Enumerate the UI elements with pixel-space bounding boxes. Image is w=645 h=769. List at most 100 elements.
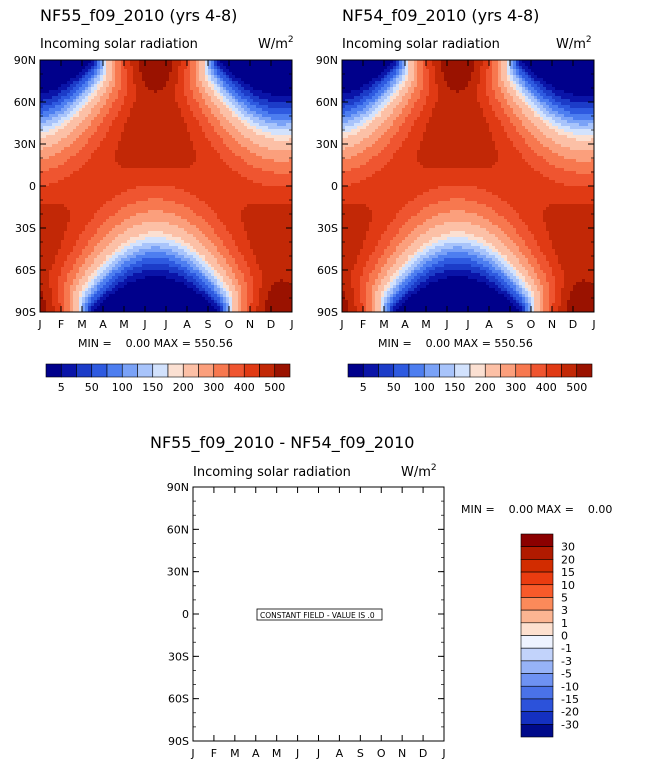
field-cell [169, 306, 173, 310]
field-cell [100, 168, 104, 172]
field-cell [199, 174, 203, 178]
field-cell [208, 282, 212, 286]
field-cell [106, 213, 110, 217]
field-cell [46, 204, 50, 208]
field-cell [160, 66, 164, 70]
field-cell [211, 192, 215, 196]
field-cell [103, 135, 107, 139]
field-cell [190, 111, 194, 115]
field-cell [106, 105, 110, 109]
field-cell [115, 273, 119, 277]
field-cell [73, 237, 77, 241]
field-cell [196, 270, 200, 274]
field-cell [76, 285, 80, 289]
field-cell [136, 192, 140, 196]
field-cell [187, 144, 191, 148]
field-cell [91, 90, 95, 94]
field-cell [175, 111, 179, 115]
field-cell [133, 96, 137, 100]
field-cell [139, 210, 143, 214]
field-cell [193, 153, 197, 157]
field-cell [202, 93, 206, 97]
field-cell [61, 303, 65, 307]
field-cell [151, 114, 155, 118]
field-cell [190, 156, 194, 160]
field-cell [115, 174, 119, 178]
field-cell [127, 219, 131, 223]
field-cell [124, 99, 128, 103]
field-cell [70, 60, 74, 64]
field-cell [82, 66, 86, 70]
field-cell [58, 261, 62, 265]
field-cell [205, 246, 209, 250]
field-cell [58, 156, 62, 160]
field-cell [181, 81, 185, 85]
field-cell [85, 111, 89, 115]
field-cell [181, 144, 185, 148]
field-cell [85, 291, 89, 295]
field-cell [193, 234, 197, 238]
field-cell [118, 132, 122, 136]
field-cell [169, 159, 173, 163]
field-cell [184, 276, 188, 280]
field-cell [178, 171, 182, 175]
field-cell [193, 279, 197, 283]
field-cell [157, 192, 161, 196]
field-cell [94, 99, 98, 103]
field-cell [46, 207, 50, 211]
field-cell [85, 270, 89, 274]
field-cell [46, 240, 50, 244]
field-cell [70, 291, 74, 295]
field-cell [166, 222, 170, 226]
field-cell [103, 306, 107, 310]
field-cell [76, 216, 80, 220]
field-cell [193, 306, 197, 310]
field-cell [205, 153, 209, 157]
field-cell [130, 288, 134, 292]
field-cell [205, 192, 209, 196]
field-cell [172, 102, 176, 106]
field-cell [190, 189, 194, 193]
field-cell [202, 63, 206, 67]
field-cell [52, 270, 56, 274]
field-cell [55, 210, 59, 214]
field-cell [88, 291, 92, 295]
field-cell [163, 231, 167, 235]
field-cell [40, 225, 44, 229]
field-cell [199, 183, 203, 187]
field-cell [160, 195, 164, 199]
field-cell [211, 87, 215, 91]
field-cell [94, 195, 98, 199]
field-cell [97, 231, 101, 235]
field-cell [64, 213, 68, 217]
field-cell [157, 141, 161, 145]
field-cell [190, 90, 194, 94]
field-cell [76, 282, 80, 286]
field-cell [118, 111, 122, 115]
field-cell [190, 87, 194, 91]
field-cell [43, 168, 47, 172]
field-cell [88, 150, 92, 154]
field-cell [136, 159, 140, 163]
field-cell [46, 237, 50, 241]
field-cell [106, 174, 110, 178]
field-cell [46, 210, 50, 214]
field-cell [88, 105, 92, 109]
field-cell [109, 192, 113, 196]
field-cell [79, 240, 83, 244]
field-cell [112, 240, 116, 244]
field-cell [166, 210, 170, 214]
field-cell [115, 150, 119, 154]
field-cell [112, 123, 116, 127]
field-cell [124, 279, 128, 283]
field-cell [133, 123, 137, 127]
field-cell [178, 201, 182, 205]
field-cell [160, 225, 164, 229]
field-cell [118, 252, 122, 256]
field-cell [196, 102, 200, 106]
field-cell [64, 105, 68, 109]
field-cell [61, 84, 65, 88]
field-cell [55, 93, 59, 97]
field-cell [196, 300, 200, 304]
field-cell [142, 87, 146, 91]
